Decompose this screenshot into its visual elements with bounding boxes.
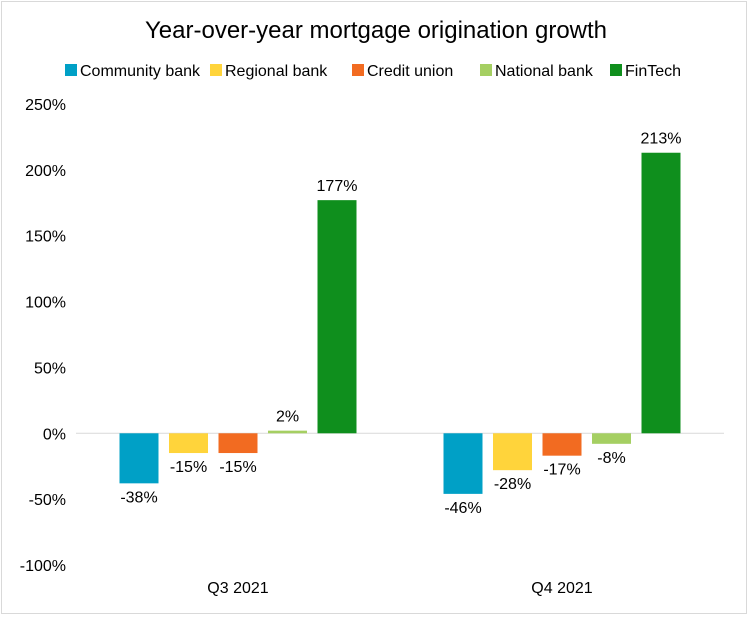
bar — [493, 433, 532, 471]
data-label: 2% — [276, 409, 299, 426]
data-label: -46% — [444, 500, 481, 517]
y-axis: 250% 200% 150% 100% 50% 0% -50% -100% — [20, 97, 66, 575]
chart-title: Year-over-year mortgage origination grow… — [145, 17, 607, 44]
data-label: -17% — [543, 462, 580, 479]
legend-swatch — [610, 64, 622, 76]
data-labels: -38% -15% -15% 2% 177% -46% -28% -17% -8% 213% — [120, 131, 681, 517]
y-tick-label: 50% — [34, 360, 66, 377]
data-label: 213% — [641, 131, 682, 148]
data-label: -15% — [219, 459, 256, 476]
y-tick-label: 100% — [25, 295, 66, 312]
bar — [317, 200, 357, 434]
bar — [268, 430, 307, 434]
bars — [119, 152, 681, 494]
bar — [218, 433, 258, 454]
legend: Community bank Regional bank Credit union N… — [65, 63, 681, 80]
legend-swatch — [210, 64, 222, 76]
legend-label: Community bank — [80, 63, 201, 80]
legend-swatch — [65, 64, 77, 76]
legend-label: Credit union — [367, 63, 453, 80]
y-tick-label: 0% — [43, 426, 66, 443]
bar — [119, 433, 159, 484]
legend-swatch — [480, 64, 492, 76]
legend-item: FinTech — [610, 63, 681, 80]
legend-label: Regional bank — [225, 63, 328, 80]
legend-label: FinTech — [625, 63, 681, 80]
data-label: -8% — [597, 450, 625, 467]
x-tick-label: Q3 2021 — [207, 580, 268, 597]
y-tick-label: 150% — [25, 229, 66, 246]
legend-item: Credit union — [352, 63, 453, 80]
x-axis: Q3 2021 Q4 2021 — [207, 580, 592, 597]
data-label: -38% — [120, 489, 157, 506]
data-label: -28% — [494, 476, 531, 493]
legend-item: National bank — [480, 63, 594, 80]
bar — [542, 433, 582, 456]
bar — [592, 433, 631, 444]
bar — [169, 433, 208, 454]
legend-swatch — [352, 64, 364, 76]
data-label: -15% — [170, 459, 207, 476]
y-tick-label: 250% — [25, 97, 66, 114]
legend-item: Community bank — [65, 63, 201, 80]
legend-label: National bank — [495, 63, 594, 80]
y-tick-label: 200% — [25, 163, 66, 180]
bar — [641, 152, 681, 434]
x-tick-label: Q4 2021 — [531, 580, 592, 597]
y-tick-label: -50% — [29, 492, 66, 509]
legend-item: Regional bank — [210, 63, 328, 80]
data-label: 177% — [317, 178, 358, 195]
y-tick-label: -100% — [20, 558, 66, 575]
bar — [443, 433, 483, 494]
